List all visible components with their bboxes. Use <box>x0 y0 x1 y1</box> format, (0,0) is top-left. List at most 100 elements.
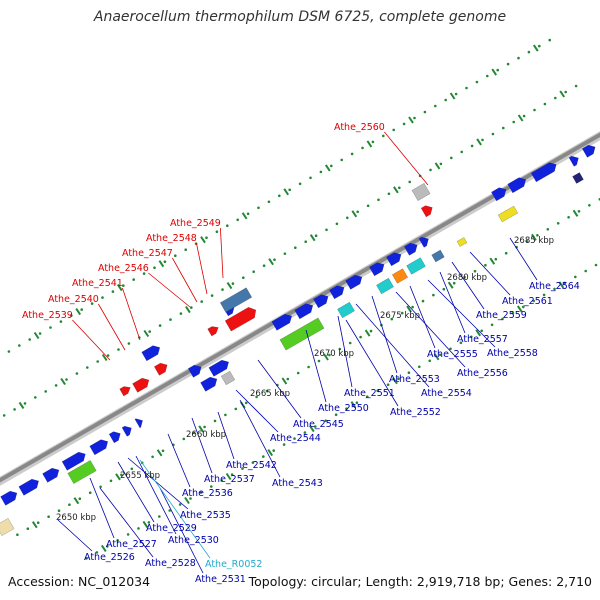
outer-tick <box>100 544 107 552</box>
inner-track-dot <box>130 467 134 471</box>
far-lower-track-dot <box>7 350 11 353</box>
outer-track-dot <box>386 383 390 387</box>
lower-track-dot <box>283 252 287 255</box>
lower-track-dot <box>23 402 27 405</box>
lower-track-dot <box>242 276 245 280</box>
far-lower-tick <box>532 44 539 52</box>
lower-track-dot <box>325 228 328 232</box>
lower-tick <box>226 282 233 290</box>
lower-track-dot <box>481 138 484 142</box>
far-lower-tick <box>449 92 456 100</box>
outer-track-dot <box>85 557 88 560</box>
far-lower-tick <box>408 116 414 124</box>
far-lower-track-dot <box>423 110 427 114</box>
lower-track-dot <box>86 366 89 369</box>
lower-track-dot <box>252 270 255 274</box>
gene-red <box>420 205 433 218</box>
far-lower-track-dot <box>122 284 125 287</box>
lower-track-dot <box>294 246 297 249</box>
gene-blue <box>200 376 218 392</box>
lower-track-dot <box>106 354 110 357</box>
lower-track-dot <box>190 306 193 309</box>
top-leader-line <box>122 287 141 341</box>
lower-tick <box>185 306 191 314</box>
lower-track-dot <box>429 168 432 172</box>
gene-labels: 2650 kbp 2655 kbp 2660 kbp 2665 kbp 2670 kbp… <box>22 122 580 585</box>
far-lower-track-dot <box>174 254 177 257</box>
far-lower-tick <box>200 236 206 244</box>
bottom-leader-line <box>427 279 496 348</box>
inner-tick <box>406 305 412 313</box>
bottom-gene-label: Athe_2558 <box>487 348 538 359</box>
lower-track-dot <box>554 96 557 100</box>
gene-red <box>119 386 131 397</box>
bottom-leader-line <box>167 433 191 488</box>
inner-track-dot <box>348 341 352 345</box>
bottom-leader-line <box>57 519 93 552</box>
inner-track-dot <box>452 281 456 285</box>
far-lower-track-dot <box>163 260 167 264</box>
far-lower-tick <box>33 331 40 340</box>
outer-track-dot <box>137 527 140 530</box>
far-lower-track-dot <box>90 302 94 305</box>
inner-track-dot <box>484 263 487 267</box>
bottom-leader-line <box>337 315 353 388</box>
gene-blue <box>134 418 143 429</box>
gene-blue <box>568 155 579 167</box>
outer-track-dot <box>428 359 432 363</box>
outer-track-dot <box>418 365 421 369</box>
rna-leader-line <box>139 459 211 559</box>
inner-tick <box>31 521 38 529</box>
lower-track-dot <box>502 126 505 130</box>
gene-blue <box>61 451 86 471</box>
top-leader-line <box>98 303 126 351</box>
gene-blue <box>42 467 60 483</box>
gene-blue <box>271 313 292 331</box>
bottom-gene-label: Athe_2564 <box>529 281 580 292</box>
outer-track-dot <box>210 485 213 488</box>
lower-track-dot <box>512 120 515 124</box>
bottom-leader-line <box>239 399 281 478</box>
lower-track-dot <box>2 414 6 417</box>
gene-grey <box>411 182 431 202</box>
gene-grey <box>220 370 236 386</box>
outer-track-dot <box>158 515 161 518</box>
far-lower-tick <box>366 140 373 148</box>
outer-track-dot <box>199 491 203 494</box>
gene-red <box>153 362 168 376</box>
outer-track-dot <box>282 443 286 446</box>
outer-track-dot <box>147 521 151 524</box>
inner-track-dot <box>473 269 477 273</box>
lower-track-dot <box>398 186 401 190</box>
gene-blue <box>89 439 109 456</box>
inner-track-dot <box>224 413 227 417</box>
inner-track-dot <box>338 347 342 351</box>
bottom-leader-line <box>217 411 235 460</box>
far-lower-track-dot <box>246 212 250 216</box>
far-lower-track-dot <box>486 74 489 78</box>
inner-tick <box>73 497 80 505</box>
lower-tick <box>18 401 25 409</box>
lower-track-dot <box>346 216 349 220</box>
outer-track-dot <box>584 269 587 273</box>
top-leader-line <box>72 319 111 361</box>
outer-track-dot <box>553 287 556 291</box>
lower-track-dot <box>148 330 151 333</box>
far-lower-track-dot <box>496 68 500 72</box>
far-lower-track-dot <box>278 194 281 198</box>
inner-tick <box>281 377 288 385</box>
gene-steel <box>219 287 253 313</box>
lower-track-dot <box>273 258 276 262</box>
lower-track-dot <box>450 156 453 160</box>
bottom-gene-label: Athe_2528 <box>145 558 196 569</box>
outer-track-dot <box>594 263 598 267</box>
outer-track-dot <box>95 551 99 554</box>
inner-tick <box>115 473 121 481</box>
scale-ticks <box>18 44 579 552</box>
far-lower-track-dot <box>184 248 187 251</box>
inner-track-dot <box>234 407 238 411</box>
genome-title: Anaerocellum thermophilum DSM 6725, comp… <box>93 9 507 25</box>
far-lower-track-dot <box>548 38 551 42</box>
bottom-gene-label: Athe_2530 <box>168 535 219 546</box>
outer-track-dot <box>501 317 504 321</box>
